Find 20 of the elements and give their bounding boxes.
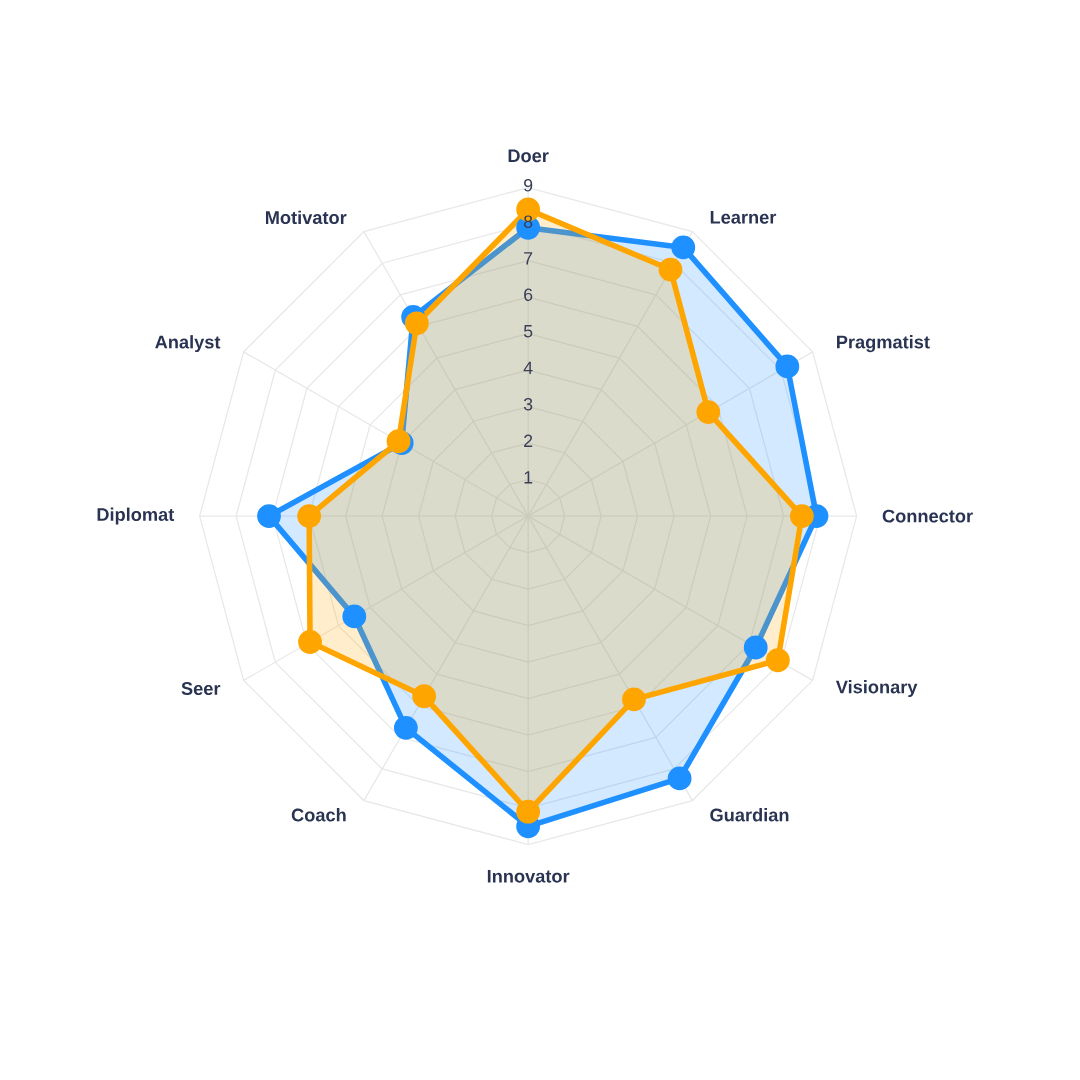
y-tick-label: 4 bbox=[523, 361, 533, 374]
spoke-label: Seer bbox=[181, 682, 221, 695]
y-tick-label: 7 bbox=[524, 252, 533, 265]
y-tick-label: 2 bbox=[524, 434, 533, 447]
y-tick-label: 3 bbox=[523, 397, 533, 411]
spoke-label: Pragmatist bbox=[837, 335, 930, 353]
spoke-label: Guardian bbox=[710, 808, 789, 822]
y-tick-label: 6 bbox=[524, 288, 533, 301]
y-tick-label: 9 bbox=[524, 178, 533, 192]
spoke-label: Coach bbox=[291, 808, 346, 822]
spoke-label: Motivator bbox=[265, 210, 347, 225]
spoke-label: Analyst bbox=[155, 335, 221, 353]
spoke-label: Innovator bbox=[487, 869, 570, 883]
spoke-label: Visionary bbox=[835, 680, 918, 698]
spoke-label: Doer bbox=[508, 149, 549, 163]
y-tick-label: 5 bbox=[523, 325, 533, 338]
spoke-label: Learner bbox=[710, 211, 777, 224]
spoke-label: Diplomat bbox=[97, 507, 175, 525]
y-tick-label: 1 bbox=[524, 471, 533, 484]
spoke-label: Connector bbox=[882, 509, 973, 523]
